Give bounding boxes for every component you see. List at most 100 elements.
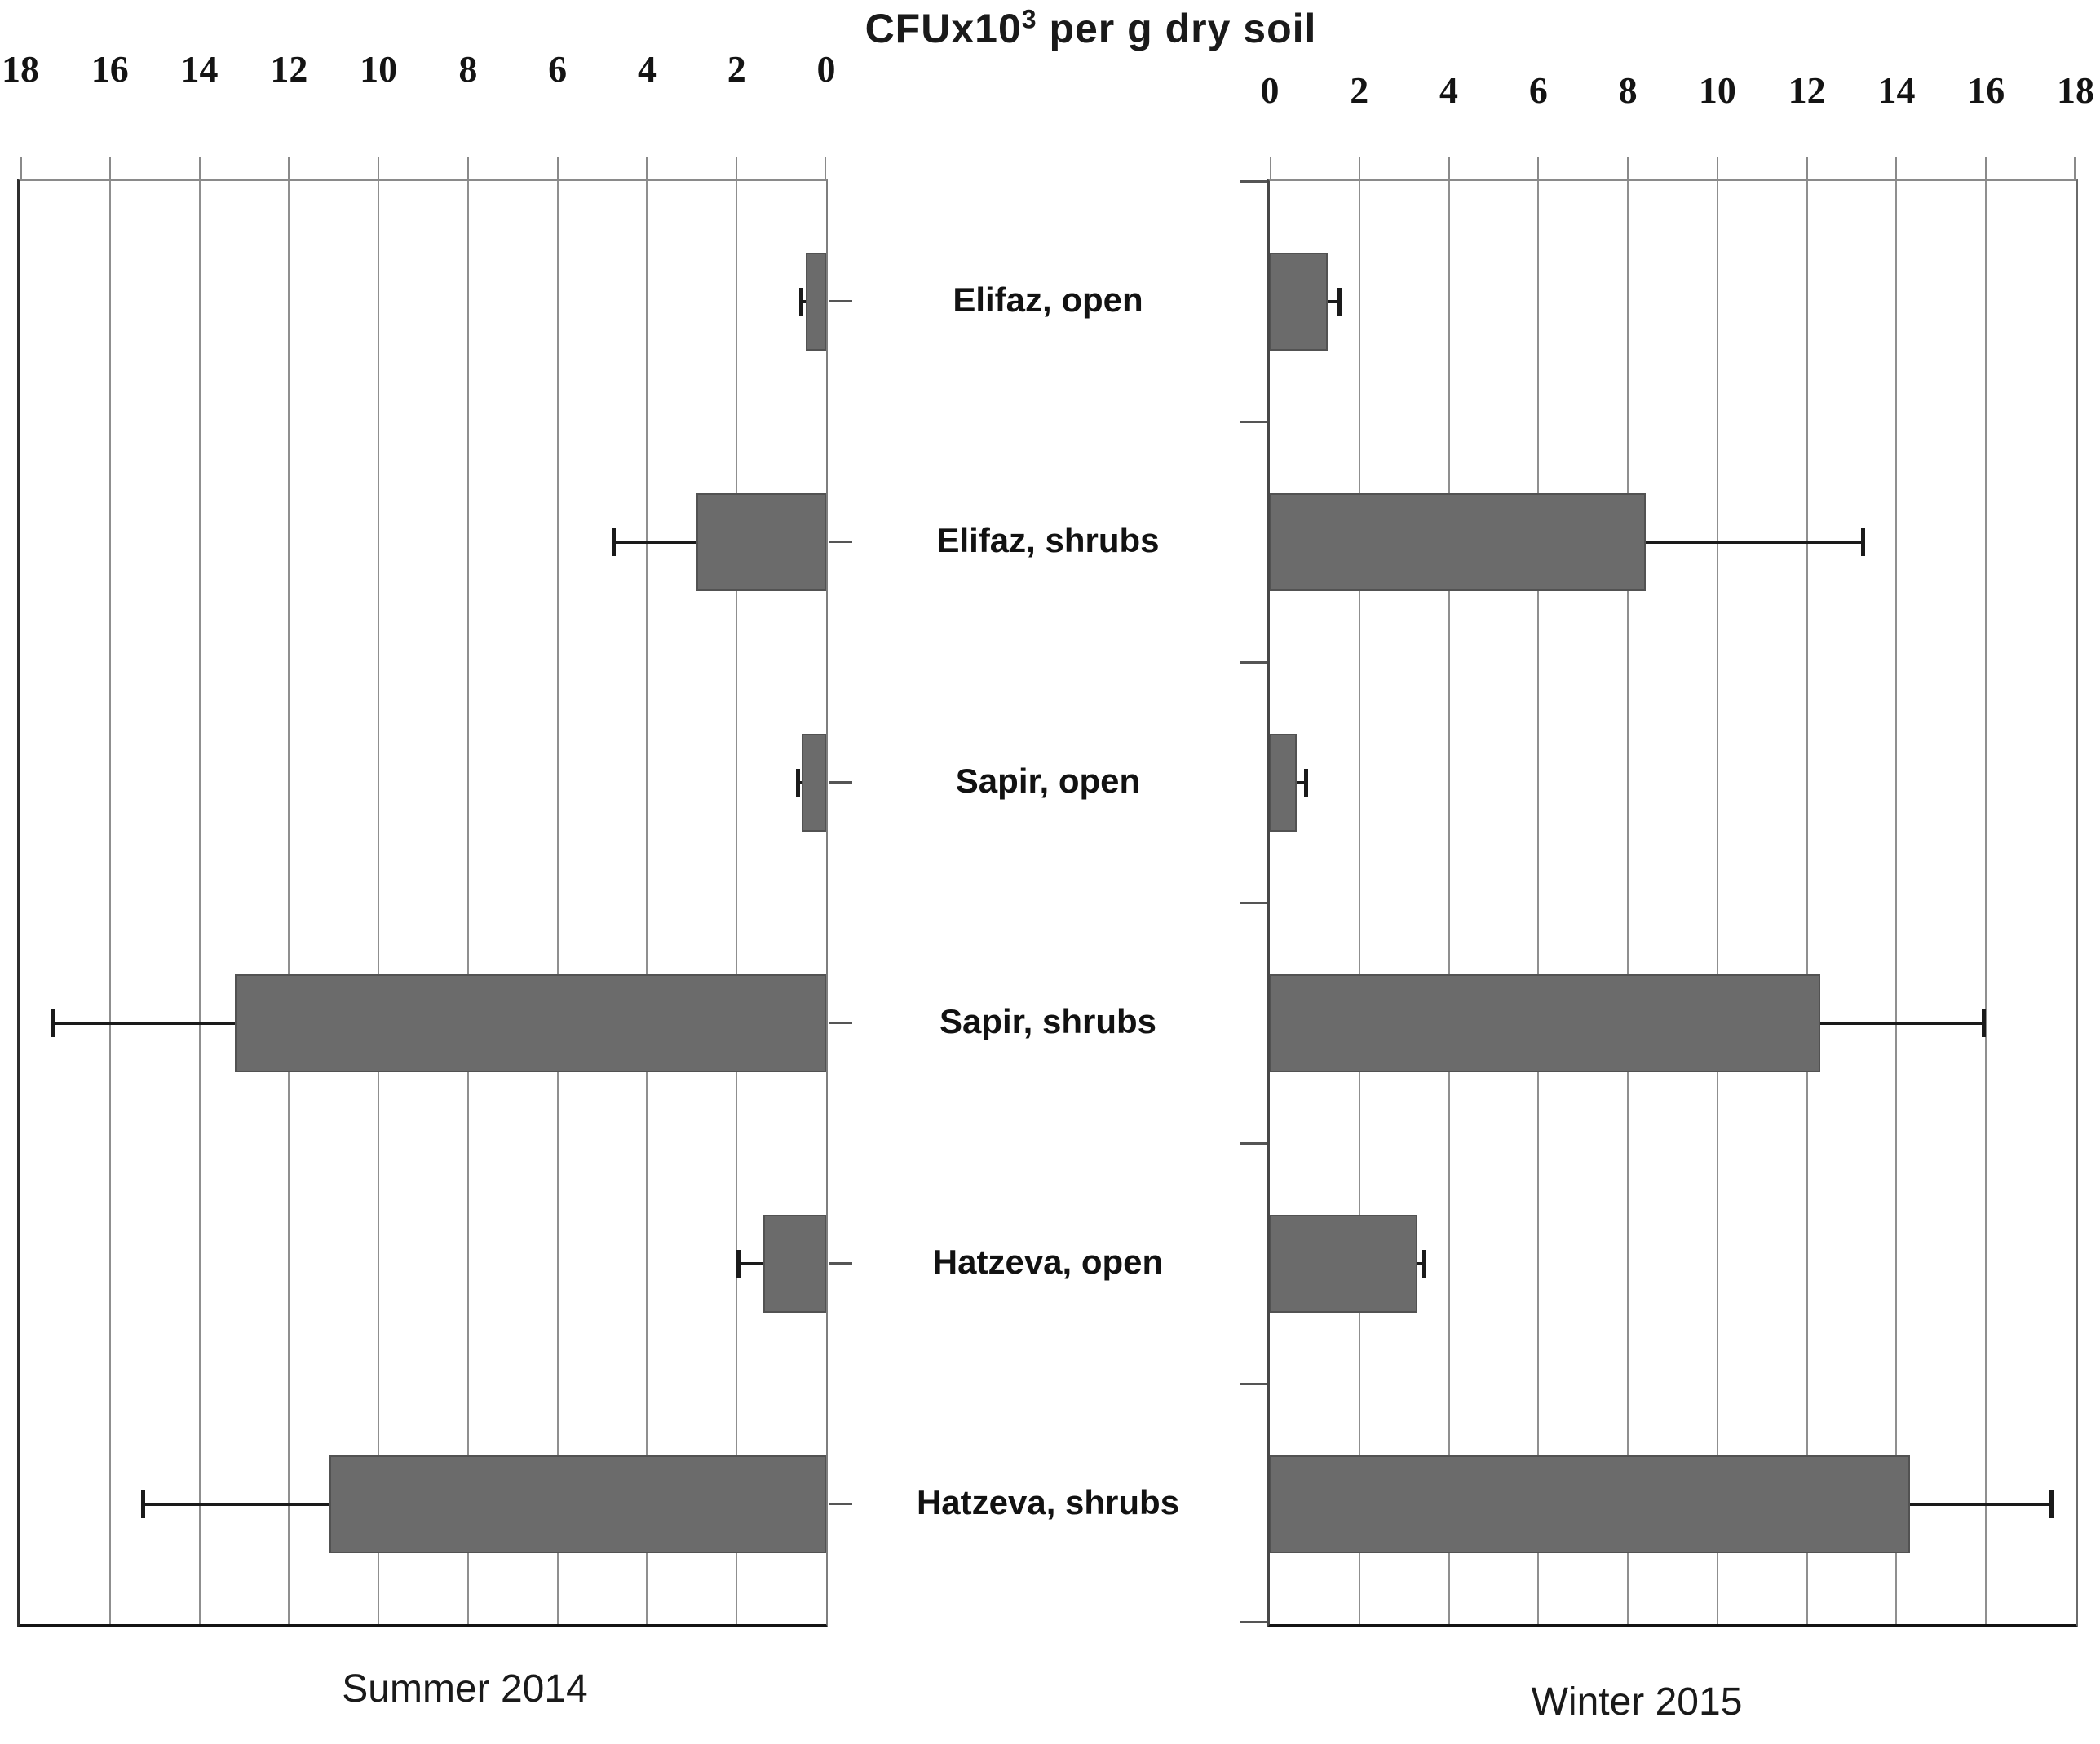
axis-tick xyxy=(378,157,380,179)
axis-tick xyxy=(198,157,201,179)
category-tick xyxy=(829,300,852,302)
gridline xyxy=(1985,181,1987,1624)
axis-tick xyxy=(466,157,469,179)
axis-tick-label: 12 xyxy=(1788,69,1826,111)
category-label: Sapir, shrubs xyxy=(939,1001,1157,1040)
category-tick xyxy=(829,1503,852,1505)
error-bar-cap xyxy=(796,768,801,797)
axis-tick-label: 2 xyxy=(727,48,746,90)
error-bar-line xyxy=(1646,540,1866,544)
axis-tick-label: 14 xyxy=(180,48,219,90)
gridline xyxy=(1806,181,1808,1624)
axis-tick xyxy=(1985,157,1987,179)
bar xyxy=(235,974,826,1072)
axis-tick-label: 6 xyxy=(1528,69,1548,111)
bar xyxy=(1270,733,1297,832)
category-label: Sapir, open xyxy=(955,761,1141,800)
winter-axis-tick-labels: 0 2 4 6 8 10 12 14 16 18 xyxy=(1261,68,2095,114)
error-bar-line xyxy=(1296,780,1308,784)
axis-tick xyxy=(2074,157,2076,179)
error-bar-cap xyxy=(1982,1009,1987,1037)
category-tick xyxy=(1240,901,1267,904)
chart-title-suffix: per g dry soil xyxy=(1037,6,1317,51)
error-bar-line xyxy=(736,1261,764,1265)
error-bar xyxy=(1909,1490,2054,1518)
error-bar xyxy=(51,1009,236,1037)
category-tick xyxy=(1240,179,1267,183)
category-tick xyxy=(829,541,852,543)
category-label: Hatzeva, open xyxy=(932,1242,1164,1281)
gridline xyxy=(288,181,290,1624)
axis-tick-label: 14 xyxy=(1877,69,1916,111)
error-bar-line xyxy=(1417,1261,1427,1265)
gridline xyxy=(466,181,469,1624)
error-bar-cap xyxy=(2049,1490,2054,1518)
axis-tick-label: 4 xyxy=(637,48,657,90)
category-tick xyxy=(829,1022,852,1024)
axis-tick xyxy=(1806,157,1808,179)
bar xyxy=(763,1214,826,1313)
bar xyxy=(696,492,826,591)
category-tick xyxy=(829,1262,852,1265)
axis-tick-label: 8 xyxy=(1618,69,1638,111)
summer-axis-tick-labels: 18 16 14 12 10 8 6 4 2 0 xyxy=(2,47,836,93)
error-bar-cap xyxy=(141,1490,146,1518)
category-tick xyxy=(1240,1620,1267,1623)
error-bar-cap xyxy=(1303,768,1308,797)
axis-tick-label: 4 xyxy=(1439,69,1459,111)
axis-tick-label: 6 xyxy=(548,48,568,90)
category-tick xyxy=(1240,1141,1267,1145)
bar xyxy=(1270,492,1647,591)
axis-tick-label: 10 xyxy=(1698,69,1736,111)
category-tick xyxy=(1240,1382,1267,1385)
axis-tick xyxy=(1448,157,1450,179)
chart-title: CFUx103 per g dry soil xyxy=(61,5,2100,52)
error-bar xyxy=(799,287,807,316)
error-bar-cap xyxy=(611,528,616,556)
category-label: Hatzeva, shrubs xyxy=(916,1482,1180,1521)
gridline xyxy=(556,181,559,1624)
axis-tick-label: 16 xyxy=(91,48,129,90)
axis-tick-label: 2 xyxy=(1350,69,1369,111)
bar xyxy=(1270,1214,1418,1313)
axis-tick-label: 16 xyxy=(1967,69,2005,111)
summer-panel xyxy=(17,157,852,1627)
axis-tick xyxy=(736,157,738,179)
error-bar-line xyxy=(1909,1502,2054,1506)
gridline xyxy=(378,181,380,1624)
axis-tick xyxy=(288,157,290,179)
bar xyxy=(1270,1455,1910,1553)
error-bar-cap xyxy=(1422,1249,1427,1278)
axis-tick xyxy=(1537,157,1540,179)
gridline xyxy=(1716,181,1718,1624)
error-bar-line xyxy=(1328,299,1342,303)
axis-tick xyxy=(20,157,22,179)
chart-title-superscript: 3 xyxy=(1021,4,1037,34)
winter-caption: Winter 2015 xyxy=(1531,1680,1743,1724)
category-label: Elifaz, shrubs xyxy=(936,520,1160,559)
error-bar-line xyxy=(51,1021,236,1025)
axis-tick-label: 18 xyxy=(2,48,39,90)
error-bar-cap xyxy=(1337,287,1342,316)
summer-caption: Summer 2014 xyxy=(342,1667,588,1711)
axis-tick-label: 12 xyxy=(270,48,308,90)
bar xyxy=(329,1455,826,1553)
error-bar xyxy=(1296,768,1308,797)
axis-tick xyxy=(1270,157,1271,179)
bar xyxy=(1270,252,1329,351)
chart-title-prefix: CFUx10 xyxy=(864,6,1022,51)
error-bar xyxy=(1417,1249,1427,1278)
gridline xyxy=(1537,181,1540,1624)
gridline xyxy=(108,181,111,1624)
axis-tick-label: 8 xyxy=(458,48,478,90)
gridline xyxy=(198,181,201,1624)
axis-tick-label: 18 xyxy=(2057,69,2094,111)
error-bar xyxy=(796,768,802,797)
category-tick xyxy=(829,781,852,784)
error-bar-cap xyxy=(51,1009,56,1037)
error-bar xyxy=(736,1249,764,1278)
category-tick xyxy=(1240,420,1267,423)
axis-tick xyxy=(825,157,826,179)
axis-tick-label: 0 xyxy=(1260,69,1280,111)
